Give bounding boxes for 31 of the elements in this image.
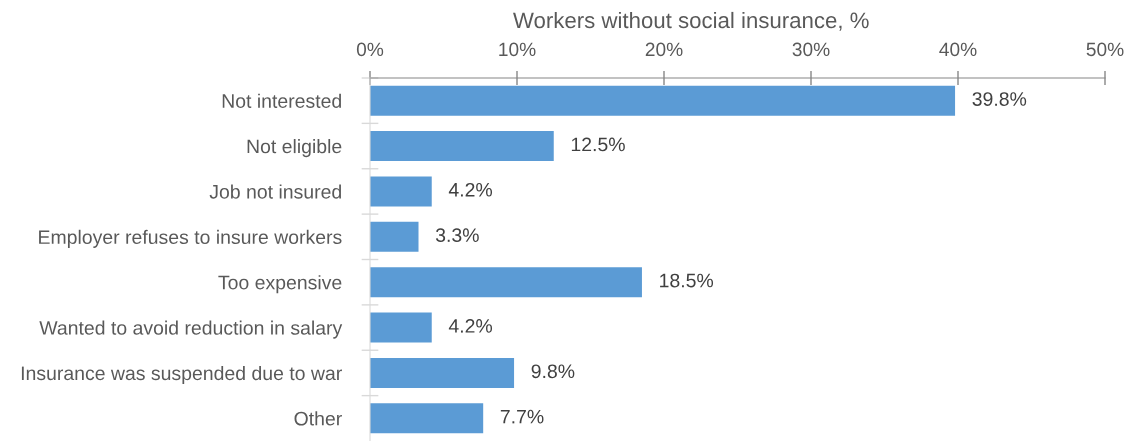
data-label: 3.3% [435,228,479,243]
y-tick-label: Employer refuses to insure workers [39,229,342,248]
y-tick-label: Not eligible [247,139,342,158]
y-tick-label: Too expensive [218,275,342,294]
x-axis-title: Workers without social insurance, % [513,11,869,31]
bar [370,85,956,116]
bar [370,357,515,388]
bar [370,312,432,343]
bar [370,131,554,162]
x-tick-label: 10% [499,42,536,57]
x-tick-label: 30% [792,42,830,57]
y-tick-label: Wanted to avoid reduction in salary [39,320,343,339]
data-label: 9.8% [531,364,575,379]
y-tick-label: Other [294,411,342,426]
x-tick-label: 50% [1086,42,1124,57]
data-label: 7.7% [500,409,544,424]
bar [370,176,432,207]
y-tick-label: Insurance was suspended due to war [21,365,342,385]
bar [370,267,642,298]
data-label: 39.8% [972,92,1027,106]
x-tick-label: 0% [356,42,384,57]
data-label: 18.5% [660,273,714,288]
y-tick-label: Job not insured [209,184,341,199]
data-label: 4.2% [448,182,493,197]
bar [370,221,419,252]
data-label: 12.5% [571,137,625,152]
x-tick-label: 20% [645,42,683,57]
bar [370,403,484,434]
data-label: 4.2% [448,319,493,333]
y-tick-label: Not interested [222,93,341,108]
x-tick-label: 40% [939,42,977,57]
